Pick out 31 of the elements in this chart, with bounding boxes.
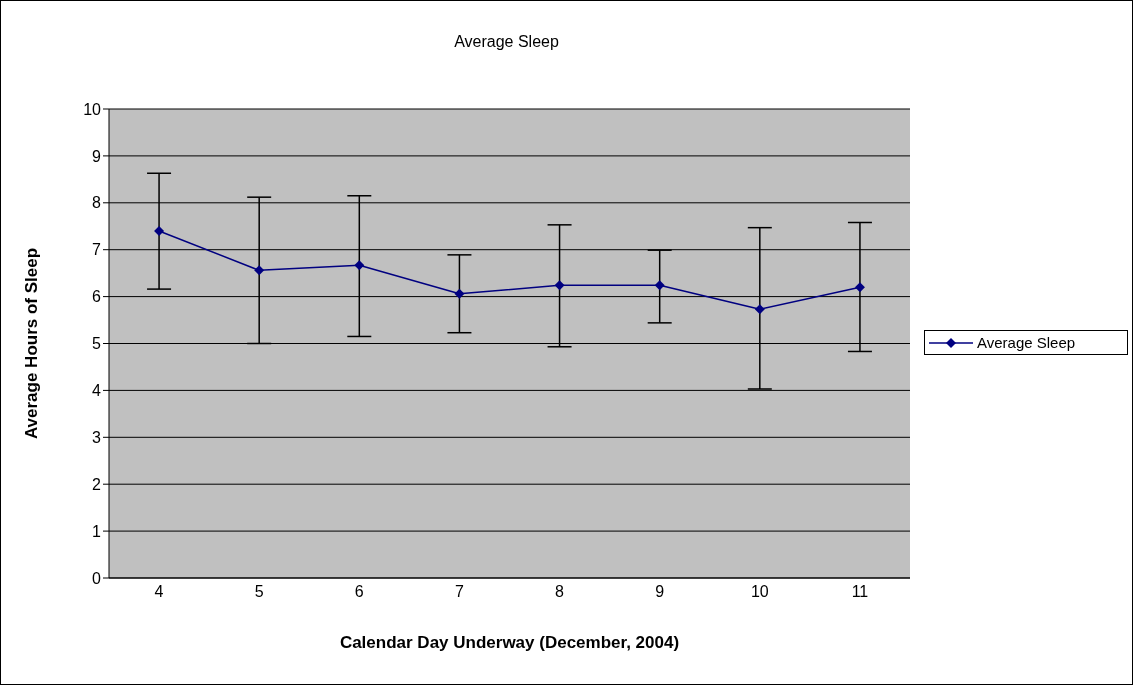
x-tick-label: 10 (750, 583, 769, 601)
x-tick-label: 9 (655, 583, 665, 601)
x-tick-label: 4 (154, 583, 164, 601)
point (154, 225, 165, 236)
point (554, 280, 565, 291)
x-tick-label: 7 (454, 583, 464, 601)
chart-title: Average Sleep (453, 33, 560, 51)
x-tick-label: 6 (354, 583, 364, 601)
y-tick-label: 0 (92, 569, 102, 587)
point (854, 282, 865, 293)
x-tick-label: 11 (851, 583, 869, 601)
y-tick-label: 4 (92, 382, 102, 400)
y-tick-label: 10 (83, 100, 102, 118)
x-tick-label: 8 (555, 583, 565, 601)
point (254, 265, 265, 276)
y-tick-label: 6 (92, 288, 102, 306)
y-axis-title: Average Hours of Sleep (22, 247, 42, 440)
legend-label: Average Sleep (977, 334, 1076, 351)
y-tick-label: 1 (92, 522, 102, 540)
y-tick-label: 2 (92, 475, 102, 493)
x-tick-label: 5 (254, 583, 264, 601)
point (654, 280, 665, 291)
point (354, 260, 365, 271)
y-tick-label: 3 (92, 428, 102, 446)
y-tick-label: 8 (92, 194, 102, 212)
y-tick-label: 9 (92, 147, 102, 165)
y-tick-label: 7 (92, 241, 102, 259)
x-axis-title: Calendar Day Underway (December, 2004) (339, 633, 680, 653)
point (454, 288, 465, 299)
y-tick-label: 5 (92, 335, 102, 353)
point (754, 304, 765, 315)
